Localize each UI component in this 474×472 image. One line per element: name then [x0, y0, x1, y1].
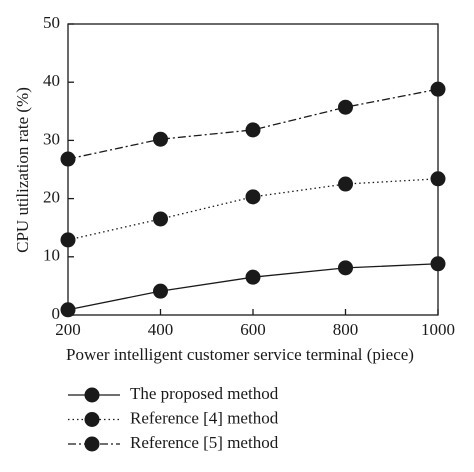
data-point	[153, 211, 168, 227]
y-tick-label: 30	[43, 129, 60, 148]
data-point	[245, 189, 261, 205]
y-tick-label: 50	[43, 13, 60, 32]
x-tick-label: 1000	[421, 320, 455, 339]
legend-label: Reference [5] method	[130, 433, 279, 452]
data-point	[245, 269, 261, 285]
legend-marker	[84, 412, 100, 427]
legend-label: The proposed method	[130, 384, 279, 403]
data-point	[430, 256, 446, 272]
legend-label: Reference [4] method	[130, 408, 279, 427]
data-point	[60, 151, 76, 167]
data-point	[60, 232, 76, 248]
x-tick-label: 400	[148, 320, 174, 339]
data-point	[430, 81, 446, 97]
data-point	[338, 260, 353, 276]
data-point	[338, 176, 353, 192]
y-tick-label: 0	[52, 304, 61, 323]
y-tick-label: 40	[43, 71, 60, 90]
data-point	[153, 131, 168, 147]
data-point	[60, 302, 76, 318]
series-line	[67, 178, 439, 241]
x-axis-label: Power intelligent customer service termi…	[66, 345, 414, 364]
data-point	[245, 122, 261, 138]
data-point	[153, 283, 168, 299]
x-tick-label: 600	[240, 320, 266, 339]
x-tick-label: 200	[55, 320, 81, 339]
y-axis-label: CPU utilization rate (%)	[13, 87, 32, 253]
y-tick-label: 10	[43, 246, 60, 265]
legend-marker	[84, 387, 100, 403]
y-tick-label: 20	[43, 188, 60, 207]
data-point	[430, 171, 446, 187]
data-point	[338, 99, 353, 115]
x-tick-label: 800	[333, 320, 359, 339]
legend-marker	[84, 436, 100, 452]
